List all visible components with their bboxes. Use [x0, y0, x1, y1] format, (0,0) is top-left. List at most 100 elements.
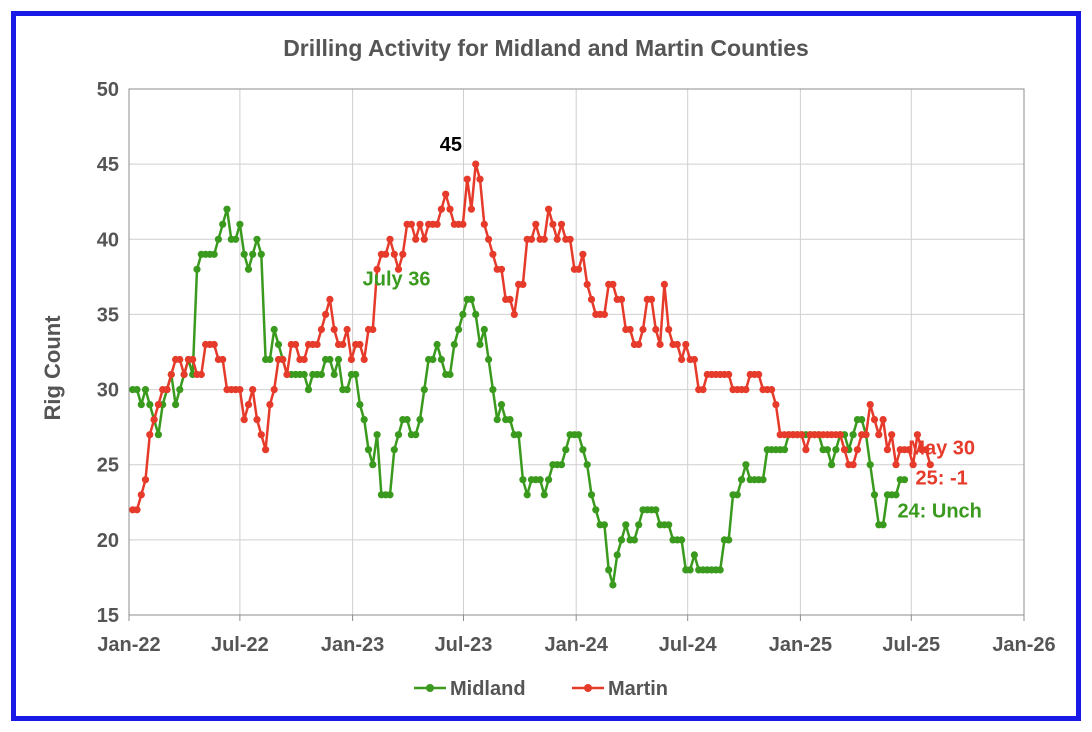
data-point-midland	[176, 386, 184, 394]
data-point-midland	[489, 386, 497, 394]
data-point-martin	[485, 235, 493, 243]
data-point-martin	[532, 220, 540, 228]
data-point-martin	[540, 235, 548, 243]
data-point-midland	[360, 416, 368, 424]
x-tick-label: Jan-22	[97, 634, 160, 656]
data-point-martin	[382, 250, 390, 258]
data-point-midland	[137, 401, 145, 409]
data-point-midland	[493, 416, 501, 424]
data-point-martin	[322, 310, 330, 318]
data-point-martin	[699, 386, 707, 394]
data-point-midland	[665, 521, 673, 529]
data-point-martin	[257, 431, 265, 439]
data-point-midland	[214, 235, 222, 243]
data-point-midland	[583, 461, 591, 469]
data-point-martin	[146, 431, 154, 439]
data-point-martin	[609, 280, 617, 288]
data-point-martin	[665, 325, 673, 334]
data-point-midland	[433, 340, 441, 349]
annotations: 45 July 36 May 30 25: -1 24: Unch	[363, 134, 982, 523]
data-point-martin	[154, 401, 162, 409]
data-point-martin	[407, 220, 415, 228]
data-point-martin	[798, 431, 806, 439]
y-tick-label: 30	[97, 380, 119, 402]
data-point-martin	[879, 416, 887, 424]
data-point-midland	[540, 491, 548, 499]
data-point-midland	[587, 491, 596, 499]
data-point-martin	[626, 325, 634, 334]
data-point-martin	[249, 386, 257, 394]
data-point-midland	[617, 536, 626, 544]
data-point-midland	[690, 551, 699, 559]
data-point-martin	[639, 325, 647, 334]
data-point-midland	[420, 386, 428, 394]
data-point-martin	[240, 416, 248, 424]
data-point-martin	[326, 295, 334, 303]
data-point-midland	[141, 386, 150, 394]
data-point-martin	[682, 340, 690, 349]
data-point-martin	[386, 235, 394, 243]
data-point-martin	[725, 370, 733, 379]
data-point-martin	[575, 265, 583, 273]
data-point-midland	[892, 491, 900, 499]
data-point-martin	[197, 370, 205, 379]
legend: Midland Martin	[414, 678, 668, 700]
data-point-martin	[480, 220, 488, 228]
data-point-martin	[390, 250, 398, 258]
data-point-midland	[497, 401, 506, 409]
data-point-midland	[356, 401, 364, 409]
data-point-midland	[455, 325, 463, 334]
data-point-martin	[635, 340, 643, 349]
data-point-martin	[652, 325, 660, 334]
data-point-martin	[853, 446, 862, 454]
data-point-martin	[270, 386, 278, 394]
data-point-midland	[437, 355, 445, 364]
data-point-midland	[193, 265, 201, 273]
data-point-midland	[725, 536, 733, 544]
data-point-martin	[356, 340, 364, 349]
data-point-midland	[579, 446, 587, 454]
data-point-martin	[742, 386, 750, 394]
data-point-midland	[870, 491, 879, 499]
series-line-martin	[132, 162, 932, 512]
data-point-martin	[236, 386, 244, 394]
data-point-martin	[266, 401, 274, 409]
data-point-midland	[403, 416, 411, 424]
data-point-martin	[926, 461, 934, 469]
data-point-midland	[343, 386, 351, 394]
data-point-midland	[476, 340, 484, 349]
chart-title: Drilling Activity for Midland and Martin…	[283, 35, 809, 61]
data-point-martin	[772, 401, 780, 409]
data-point-martin	[587, 295, 596, 303]
legend-label-martin: Martin	[608, 678, 668, 700]
data-point-midland	[686, 566, 694, 574]
data-point-midland	[605, 566, 613, 574]
data-point-midland	[236, 220, 244, 228]
data-point-martin	[442, 190, 450, 198]
data-point-midland	[133, 386, 141, 394]
data-point-martin	[892, 461, 900, 469]
data-point-midland	[352, 370, 360, 379]
data-point-martin	[416, 220, 424, 228]
data-point-martin	[360, 355, 368, 364]
peak-label: 45	[440, 134, 462, 156]
data-point-martin	[875, 431, 883, 439]
data-point-midland	[249, 250, 257, 258]
x-tick-label: Jul-25	[882, 634, 940, 656]
data-point-midland	[223, 205, 231, 213]
data-point-martin	[678, 355, 686, 364]
data-point-martin	[549, 220, 557, 228]
data-point-midland	[429, 355, 437, 364]
data-point-midland	[326, 355, 334, 364]
data-point-midland	[485, 355, 493, 364]
data-point-midland	[253, 235, 261, 243]
data-point-martin	[909, 461, 917, 469]
data-point-midland	[472, 310, 480, 318]
data-point-martin	[545, 205, 553, 213]
data-point-midland	[446, 370, 454, 379]
y-axis-ticks: 15 20 25 30 35 40 45 50	[97, 79, 119, 627]
data-point-midland	[300, 370, 308, 379]
data-point-martin	[579, 250, 587, 258]
data-point-martin	[373, 265, 381, 273]
data-point-midland	[232, 235, 240, 243]
